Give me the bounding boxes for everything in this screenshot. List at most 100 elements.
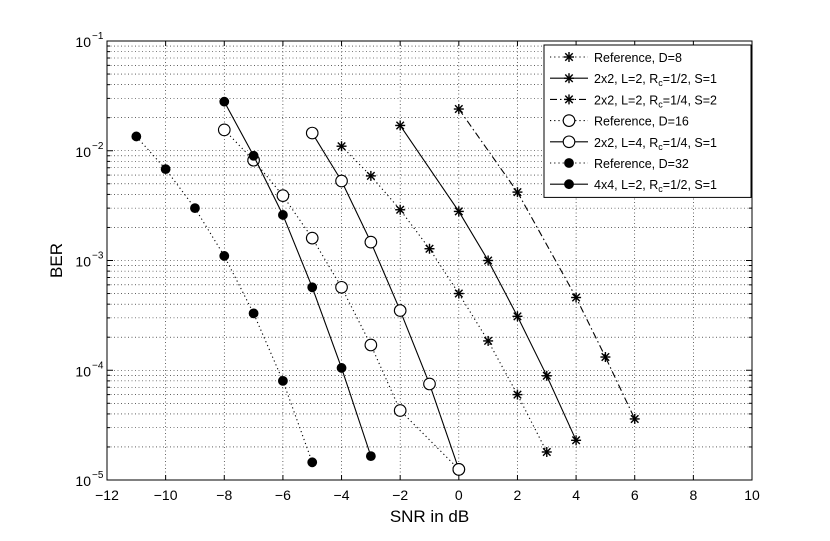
marker-stroke — [425, 244, 434, 253]
series-line — [223, 101, 372, 457]
series-1 — [336, 141, 552, 457]
legend-label: 2x2, L=2, Rc=1/4, S=2 — [594, 93, 717, 109]
x-tick-label: −4 — [334, 487, 350, 503]
series-5 — [305, 126, 466, 476]
data-point — [452, 463, 466, 476]
marker-stroke — [564, 73, 574, 83]
legend-entry: Reference, D=16 — [550, 114, 689, 129]
data-point — [307, 457, 318, 468]
data-point — [600, 352, 611, 363]
legend-label: Reference, D=16 — [594, 115, 689, 129]
series-3 — [453, 104, 640, 424]
legend-entry: 2x2, L=4, Rc=1/4, S=1 — [550, 135, 717, 152]
legend-marker — [564, 94, 574, 105]
data-point — [278, 210, 288, 220]
data-point — [512, 187, 523, 198]
legend-label: 2x2, L=4, Rc=1/4, S=1 — [594, 136, 717, 152]
y-tick-exponent: −2 — [92, 141, 104, 152]
data-point — [541, 370, 552, 381]
marker-stroke — [337, 141, 346, 151]
data-point — [217, 123, 231, 137]
data-point — [629, 413, 640, 424]
marker-stroke — [513, 187, 522, 197]
marker-stroke — [564, 52, 574, 62]
data-point — [305, 126, 319, 140]
y-tick-label: 10 — [75, 473, 91, 489]
data-point — [219, 251, 230, 261]
data-point — [571, 292, 582, 303]
x-tick-label: 10 — [744, 487, 760, 503]
data-point — [571, 435, 582, 446]
data-point — [248, 150, 259, 161]
series-4 — [217, 123, 466, 476]
marker-stroke — [601, 352, 610, 362]
data-point — [395, 204, 406, 215]
data-point — [424, 243, 435, 254]
y-tick-exponent: −1 — [92, 31, 104, 42]
legend: Reference, D=8 2x2, L=2, Rc=1/2, S=1 2x2, … — [543, 44, 752, 198]
legend-entry: Reference, D=8 — [550, 51, 682, 65]
data-point — [335, 174, 348, 188]
legend-box — [543, 44, 752, 198]
legend-label: Reference, D=32 — [594, 157, 689, 171]
legend-entry: 4x4, L=2, Rc=1/2, S=1 — [550, 178, 717, 194]
series-2 — [395, 120, 582, 446]
data-point — [541, 446, 552, 457]
data-point — [483, 335, 494, 346]
data-point — [364, 235, 378, 249]
x-tick-label: 8 — [689, 487, 697, 503]
marker-stroke — [513, 312, 522, 321]
x-tick-label: 0 — [455, 487, 463, 503]
data-point — [512, 389, 523, 400]
data-point — [335, 280, 348, 294]
y-tick-label: 10 — [75, 34, 91, 50]
x-tick-label: 6 — [631, 487, 639, 503]
legend-marker — [564, 158, 574, 168]
marker-stroke — [571, 436, 581, 445]
data-point — [336, 363, 347, 373]
marker-stroke — [564, 95, 574, 104]
data-point — [131, 131, 142, 142]
series-line — [311, 132, 460, 470]
series-7 — [219, 96, 376, 462]
legend-label: 2x2, L=2, Rc=1/2, S=1 — [594, 72, 717, 88]
data-point — [219, 96, 230, 107]
data-point — [278, 375, 288, 386]
series-6 — [131, 131, 318, 468]
data-point — [453, 104, 464, 115]
x-tick-label: −10 — [154, 487, 178, 503]
legend-entry: Reference, D=32 — [550, 157, 689, 171]
marker-stroke — [395, 121, 405, 130]
marker-stroke — [366, 171, 376, 181]
legend-marker — [562, 135, 576, 149]
marker-stroke — [483, 256, 493, 265]
legend-entry: 2x2, L=2, Rc=1/2, S=1 — [550, 72, 717, 88]
y-tick-label: 10 — [75, 363, 91, 379]
data-point — [393, 304, 407, 317]
marker-stroke — [395, 205, 405, 214]
y-tick-exponent: −5 — [92, 470, 104, 481]
x-axis-label: SNR in dB — [390, 507, 469, 526]
data-point — [483, 255, 494, 266]
y-tick-exponent: −3 — [92, 251, 104, 262]
x-tick-label: −8 — [216, 487, 232, 503]
data-point — [512, 311, 523, 322]
x-tick-label: −6 — [275, 487, 291, 503]
data-point — [395, 120, 406, 131]
data-point — [453, 288, 464, 299]
series-line — [399, 125, 577, 441]
data-point — [276, 189, 290, 202]
legend-marker — [564, 52, 574, 62]
y-tick-exponent: −4 — [92, 360, 104, 371]
series-layer — [131, 96, 640, 476]
data-point — [423, 377, 436, 391]
data-point — [364, 338, 378, 352]
marker-stroke — [513, 390, 522, 399]
data-point — [160, 164, 171, 175]
x-tick-label: 2 — [514, 487, 522, 503]
legend-marker — [564, 73, 574, 84]
marker-stroke — [542, 447, 552, 457]
data-point — [305, 231, 319, 245]
marker-stroke — [454, 207, 464, 216]
